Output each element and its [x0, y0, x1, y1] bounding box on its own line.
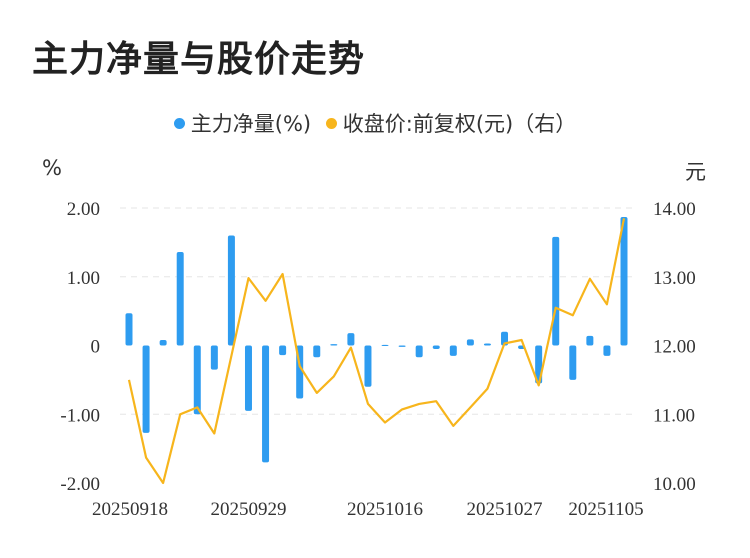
- legend-item-net-volume[interactable]: 主力净量(%): [173, 108, 312, 138]
- bar-mark: [142, 345, 150, 433]
- bar-mark: [210, 345, 218, 370]
- x-axis-tick: 20251105: [568, 499, 643, 520]
- legend: 主力净量(%) 收盘价:前复权(元)（右）: [0, 108, 750, 138]
- right-axis-tick: 14.00: [653, 199, 696, 220]
- bar-mark: [279, 345, 287, 356]
- chart-title: 主力净量与股价走势: [32, 39, 366, 80]
- bar-mark: [415, 345, 423, 358]
- bar-mark: [262, 345, 270, 463]
- price-line: [127, 218, 626, 485]
- bar-mark: [586, 335, 594, 346]
- bar-mark: [466, 339, 474, 346]
- left-axis-tick: 0: [91, 337, 101, 358]
- x-axis-tick: 20250918: [92, 499, 168, 520]
- bar-mark: [330, 344, 338, 346]
- bar-mark: [381, 344, 389, 347]
- bar-mark: [227, 235, 235, 346]
- right-axis-tick: 12.00: [653, 337, 696, 358]
- bar-mark: [620, 216, 628, 346]
- bar-mark: [244, 345, 252, 411]
- bar-mark: [176, 252, 184, 346]
- x-axis-tick: 20251016: [347, 499, 423, 520]
- left-axis-unit: %: [42, 156, 62, 180]
- left-axis-tick: 1.00: [67, 268, 100, 289]
- bar-mark: [569, 345, 577, 380]
- legend-line-marker: [325, 117, 337, 129]
- bar-mark: [432, 345, 440, 349]
- right-axis-tick: 11.00: [653, 405, 695, 426]
- legend-label-net-volume: 主力净量(%): [190, 112, 312, 136]
- bar-mark: [347, 333, 355, 346]
- bar-mark: [552, 236, 560, 346]
- left-axis-tick: -2.00: [60, 474, 100, 495]
- left-axis-tick: -1.00: [60, 405, 100, 426]
- right-axis-tick: 13.00: [653, 268, 696, 289]
- bar-mark: [483, 343, 491, 346]
- legend-item-close-price[interactable]: 收盘价:前复权(元)（右）: [325, 108, 577, 138]
- legend-label-close-price: 收盘价:前复权(元)（右）: [342, 112, 577, 136]
- bar-mark: [398, 345, 406, 347]
- bar-mark: [364, 345, 372, 387]
- x-axis-tick: 20251027: [467, 499, 543, 520]
- bar-mark: [159, 340, 167, 346]
- x-axis-tick: 20250929: [210, 499, 286, 520]
- legend-bar-marker: [173, 117, 185, 129]
- right-axis-tick: 10.00: [653, 474, 696, 495]
- right-axis-unit: 元: [685, 160, 706, 184]
- bar-mark: [449, 345, 457, 356]
- bar-mark: [603, 345, 611, 356]
- bar-mark: [313, 345, 321, 358]
- bar-mark: [193, 345, 201, 415]
- left-axis-tick: 2.00: [67, 199, 100, 220]
- bar-mark: [125, 313, 133, 346]
